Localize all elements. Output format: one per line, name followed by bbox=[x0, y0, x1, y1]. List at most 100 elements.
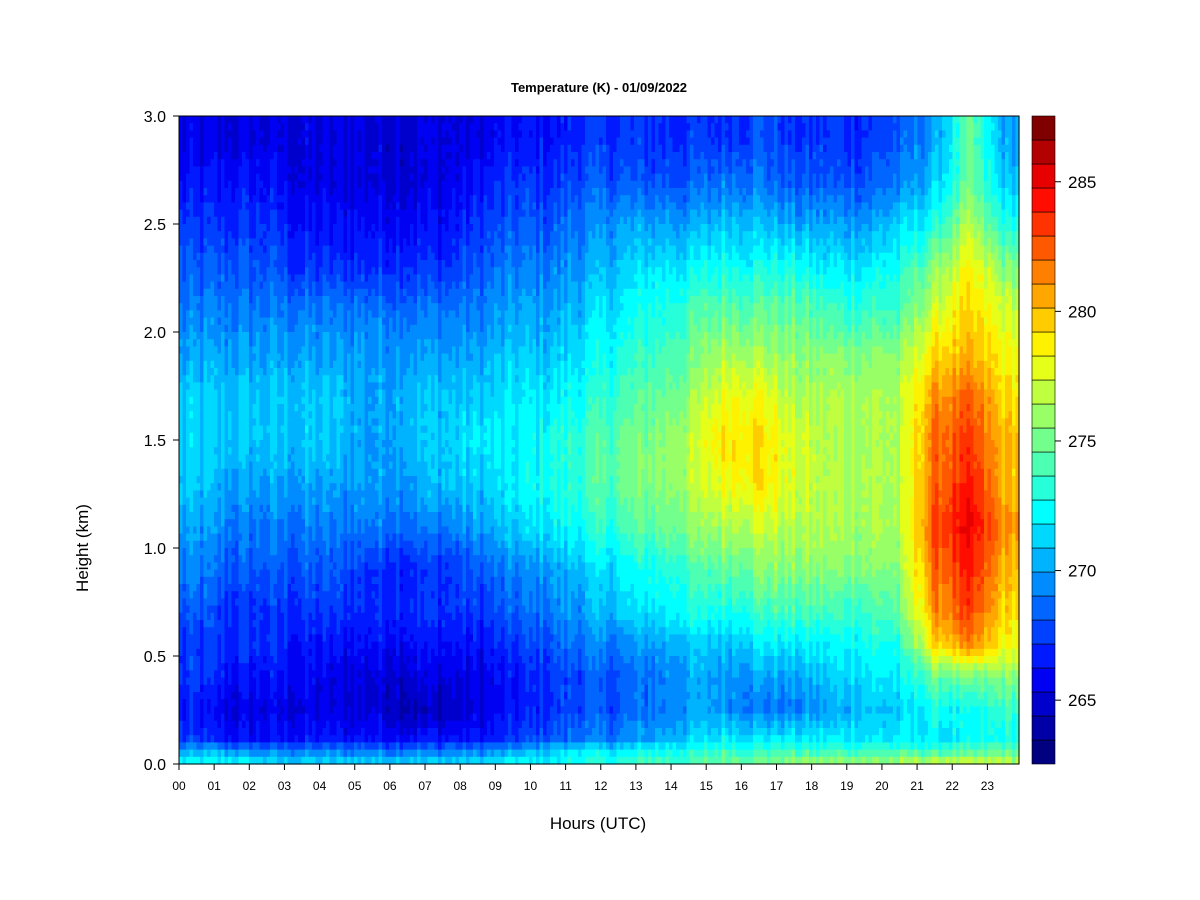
heatmap-cell bbox=[343, 713, 348, 722]
heatmap-cell bbox=[319, 260, 324, 268]
heatmap-cell bbox=[203, 137, 208, 146]
heatmap-cell bbox=[179, 202, 184, 211]
heatmap-cell bbox=[343, 519, 348, 527]
heatmap-cell bbox=[354, 692, 359, 700]
heatmap-cell bbox=[291, 188, 296, 196]
heatmap-cell bbox=[368, 195, 373, 203]
heatmap-cell bbox=[336, 360, 341, 369]
heatmap-cell bbox=[291, 209, 296, 218]
heatmap-cell bbox=[333, 260, 338, 268]
heatmap-cell bbox=[364, 231, 369, 239]
heatmap-cell bbox=[280, 368, 285, 376]
heatmap-cell bbox=[189, 152, 194, 160]
heatmap-cell bbox=[273, 656, 278, 664]
heatmap-cell bbox=[357, 389, 362, 398]
heatmap-cell bbox=[263, 735, 268, 743]
heatmap-cell bbox=[228, 468, 233, 477]
heatmap-cell bbox=[333, 447, 338, 455]
heatmap-cell bbox=[238, 317, 243, 326]
heatmap-cell bbox=[326, 144, 331, 153]
heatmap-cell bbox=[347, 576, 352, 585]
heatmap-cell bbox=[221, 468, 226, 477]
heatmap-cell bbox=[322, 447, 327, 455]
heatmap-cell bbox=[277, 584, 282, 592]
heatmap-cell bbox=[193, 605, 198, 614]
heatmap-cell bbox=[259, 497, 264, 506]
heatmap-cell bbox=[203, 620, 208, 628]
heatmap-cell bbox=[329, 209, 334, 218]
heatmap-cell bbox=[259, 281, 264, 290]
heatmap-cell bbox=[340, 641, 345, 650]
heatmap-cell bbox=[179, 677, 184, 686]
heatmap-cell bbox=[200, 576, 205, 585]
heatmap-cell bbox=[315, 144, 320, 153]
heatmap-cell bbox=[284, 144, 289, 153]
heatmap-cell bbox=[210, 209, 215, 218]
heatmap-cell bbox=[308, 303, 313, 311]
heatmap-cell bbox=[217, 562, 222, 571]
heatmap-cell bbox=[371, 260, 376, 268]
heatmap-cell bbox=[207, 548, 212, 556]
heatmap-cell bbox=[238, 216, 243, 225]
heatmap-cell bbox=[273, 159, 278, 167]
heatmap-cell bbox=[214, 548, 219, 556]
heatmap-cell bbox=[242, 540, 247, 549]
heatmap-cell bbox=[249, 317, 254, 326]
heatmap-cell bbox=[368, 382, 373, 391]
heatmap-cell bbox=[340, 713, 345, 722]
heatmap-cell bbox=[308, 216, 313, 225]
heatmap-cell bbox=[287, 339, 292, 347]
heatmap-cell bbox=[294, 360, 299, 369]
heatmap-cell bbox=[340, 216, 345, 225]
heatmap-cell bbox=[193, 195, 198, 203]
heatmap-cell bbox=[357, 692, 362, 700]
heatmap-cell bbox=[305, 699, 310, 707]
heatmap-cell bbox=[350, 454, 355, 463]
heatmap-cell bbox=[207, 720, 212, 729]
heatmap-cell bbox=[252, 418, 257, 427]
heatmap-cell bbox=[203, 180, 208, 189]
heatmap-cell bbox=[277, 692, 282, 700]
heatmap-cell bbox=[294, 303, 299, 311]
heatmap-cell bbox=[242, 317, 247, 326]
heatmap-cell bbox=[179, 648, 184, 657]
heatmap-cell bbox=[182, 425, 187, 434]
heatmap-cell bbox=[305, 360, 310, 369]
heatmap-cell bbox=[186, 216, 191, 225]
heatmap-cell bbox=[333, 641, 338, 650]
heatmap-cell bbox=[207, 756, 212, 765]
heatmap-cell bbox=[368, 411, 373, 419]
heatmap-cell bbox=[228, 260, 233, 268]
heatmap-cell bbox=[319, 461, 324, 470]
heatmap-cell bbox=[287, 310, 292, 319]
heatmap-cell bbox=[210, 576, 215, 585]
heatmap-cell bbox=[336, 742, 341, 751]
heatmap-cell bbox=[263, 188, 268, 196]
heatmap-cell bbox=[238, 281, 243, 290]
heatmap-cell bbox=[301, 699, 306, 707]
heatmap-cell bbox=[210, 756, 215, 765]
heatmap-cell bbox=[333, 389, 338, 398]
heatmap-cell bbox=[354, 288, 359, 297]
heatmap-cell bbox=[186, 425, 191, 434]
heatmap-cell bbox=[193, 612, 198, 621]
heatmap-cell bbox=[298, 612, 303, 621]
heatmap-cell bbox=[270, 598, 275, 607]
heatmap-cell bbox=[298, 483, 303, 491]
heatmap-cell bbox=[333, 612, 338, 621]
heatmap-cell bbox=[333, 728, 338, 736]
heatmap-cell bbox=[259, 699, 264, 707]
heatmap-cell bbox=[203, 130, 208, 139]
heatmap-cell bbox=[357, 396, 362, 405]
heatmap-cell bbox=[361, 245, 366, 254]
heatmap-cell bbox=[203, 238, 208, 247]
heatmap-cell bbox=[245, 627, 250, 635]
heatmap-cell bbox=[357, 526, 362, 535]
heatmap-cell bbox=[259, 303, 264, 311]
heatmap-cell bbox=[231, 540, 236, 549]
heatmap-cell bbox=[322, 605, 327, 614]
heatmap-cell bbox=[221, 648, 226, 657]
heatmap-cell bbox=[347, 476, 352, 484]
heatmap-cell bbox=[238, 677, 243, 686]
heatmap-cell bbox=[322, 699, 327, 707]
